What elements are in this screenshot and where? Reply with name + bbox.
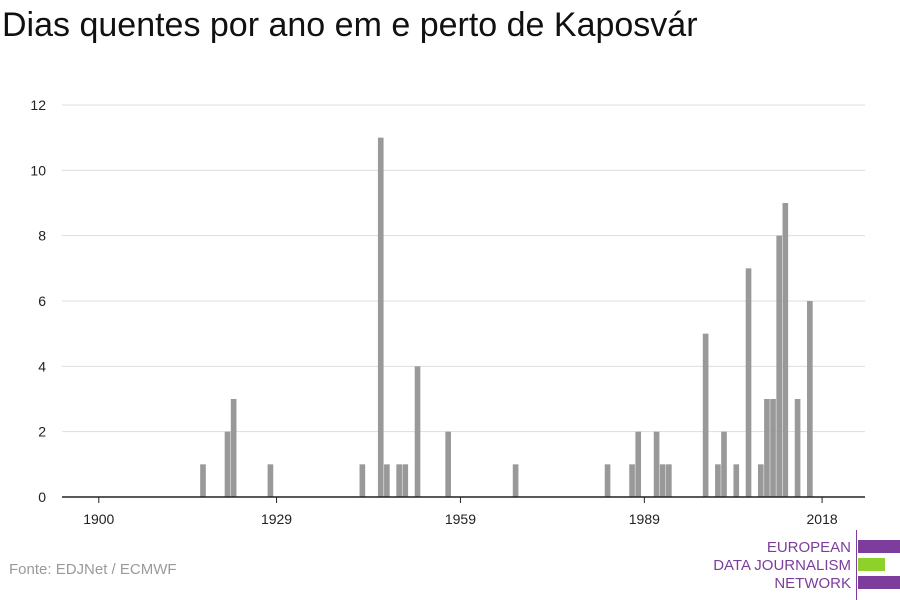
bar-2002[interactable] — [721, 431, 727, 497]
bar-1992[interactable] — [659, 464, 666, 497]
x-tick-label: 1929 — [261, 511, 292, 527]
bar-2001[interactable] — [715, 464, 721, 497]
bars — [200, 137, 813, 497]
bar-1968[interactable] — [512, 464, 519, 497]
bar-2012[interactable] — [782, 203, 789, 497]
bar-1943[interactable] — [359, 464, 366, 497]
y-tick-label: 0 — [38, 489, 46, 505]
bar-1947[interactable] — [384, 464, 390, 497]
chart-title: Dias quentes por ano em e perto de Kapos… — [2, 6, 698, 44]
y-tick-label: 6 — [38, 293, 46, 309]
bar-1921[interactable] — [224, 431, 231, 497]
source-note: Fonte: EDJNet / ECMWF — [9, 561, 177, 578]
y-tick-label: 8 — [38, 228, 46, 244]
bar-1922[interactable] — [230, 399, 237, 497]
x-axis: 1900 1929 1959 1989 2018 — [62, 496, 865, 527]
bar-1987[interactable] — [629, 464, 635, 497]
bar-1946[interactable] — [377, 137, 384, 497]
y-tick-label: 12 — [30, 97, 46, 113]
x-tick-label: 2018 — [807, 511, 838, 527]
bar-1957[interactable] — [445, 431, 451, 497]
bar-2010[interactable] — [770, 399, 776, 497]
bar-1950[interactable] — [402, 464, 409, 497]
x-tick-label: 1900 — [83, 511, 114, 527]
bar-2006[interactable] — [745, 268, 752, 497]
bar-1983[interactable] — [604, 464, 611, 497]
x-tick-label: 1959 — [445, 511, 476, 527]
logo-line-1: EUROPEAN — [766, 539, 851, 556]
logo-line-2: DATA JOURNALISM — [713, 557, 851, 574]
bar-2014[interactable] — [794, 399, 801, 497]
logo-line-3: NETWORK — [774, 575, 851, 592]
y-tick-label: 4 — [38, 358, 46, 374]
bar-1993[interactable] — [666, 464, 672, 497]
bar-1988[interactable] — [635, 431, 642, 497]
logo-divider — [856, 530, 857, 600]
bar-2011[interactable] — [776, 235, 783, 497]
gridlines — [62, 104, 865, 433]
bar-2004[interactable] — [733, 464, 740, 497]
bar-1991[interactable] — [653, 431, 660, 497]
bar-1999[interactable] — [702, 333, 709, 497]
bar-1949[interactable] — [396, 464, 402, 497]
logo-bar-purple-bottom — [858, 576, 900, 589]
edjnet-logo[interactable]: EUROPEAN DATA JOURNALISM NETWORK — [700, 530, 900, 600]
bar-2016[interactable] — [807, 301, 813, 497]
bar-1952[interactable] — [414, 366, 421, 497]
y-axis-labels: 0 2 4 6 8 10 12 — [30, 97, 46, 505]
bar-chart: 0 2 4 6 8 10 12 1900 1929 1959 1989 2018 — [30, 97, 865, 527]
bar-1928[interactable] — [267, 464, 274, 497]
y-tick-label: 2 — [38, 424, 46, 440]
bar-2009[interactable] — [764, 399, 770, 497]
x-tick-label: 1989 — [629, 511, 660, 527]
logo-bar-green — [858, 558, 885, 571]
bar-1917[interactable] — [200, 464, 206, 497]
logo-bar-purple-top — [858, 540, 900, 553]
bar-2008[interactable] — [757, 464, 764, 497]
y-tick-label: 10 — [30, 162, 46, 178]
